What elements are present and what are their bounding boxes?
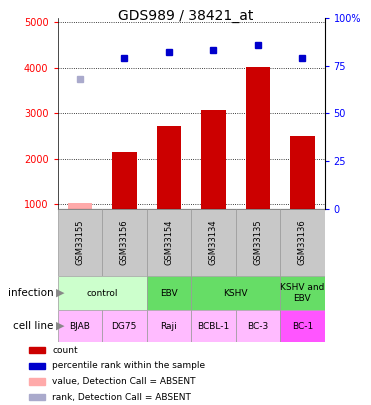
Bar	[236, 310, 280, 342]
Bar	[236, 209, 280, 276]
Text: ▶: ▶	[56, 321, 64, 331]
Bar	[58, 276, 147, 310]
Bar	[29, 378, 45, 385]
Text: GSM33156: GSM33156	[120, 220, 129, 265]
Text: value, Detection Call = ABSENT: value, Detection Call = ABSENT	[52, 377, 196, 386]
Text: GSM33134: GSM33134	[209, 220, 218, 265]
Bar	[102, 310, 147, 342]
Text: count: count	[52, 345, 78, 354]
Text: control: control	[86, 288, 118, 298]
Bar	[58, 310, 102, 342]
Text: Raji: Raji	[160, 322, 177, 330]
Text: BJAB: BJAB	[69, 322, 90, 330]
Text: GSM33136: GSM33136	[298, 220, 307, 265]
Text: BC-1: BC-1	[292, 322, 313, 330]
Text: rank, Detection Call = ABSENT: rank, Detection Call = ABSENT	[52, 393, 191, 402]
Text: EBV: EBV	[160, 288, 178, 298]
Bar	[280, 310, 325, 342]
Bar	[58, 209, 102, 276]
Bar	[280, 209, 325, 276]
Text: GDS989 / 38421_at: GDS989 / 38421_at	[118, 9, 253, 23]
Bar	[191, 209, 236, 276]
Text: GSM33155: GSM33155	[75, 220, 84, 265]
Text: infection: infection	[8, 288, 54, 298]
Bar	[68, 203, 92, 249]
Bar	[112, 152, 137, 249]
Bar	[147, 209, 191, 276]
Bar	[29, 362, 45, 369]
Bar	[102, 209, 147, 276]
Bar	[147, 276, 191, 310]
Text: GSM33135: GSM33135	[253, 220, 262, 265]
Bar	[191, 310, 236, 342]
Bar	[29, 347, 45, 353]
Bar	[147, 310, 191, 342]
Bar	[157, 126, 181, 249]
Bar	[191, 276, 280, 310]
Text: DG75: DG75	[112, 322, 137, 330]
Text: cell line: cell line	[13, 321, 54, 331]
Text: BC-3: BC-3	[247, 322, 269, 330]
Bar	[29, 394, 45, 400]
Bar	[280, 276, 325, 310]
Text: KSHV and
EBV: KSHV and EBV	[280, 284, 325, 303]
Text: BCBL-1: BCBL-1	[197, 322, 229, 330]
Text: percentile rank within the sample: percentile rank within the sample	[52, 361, 206, 370]
Bar	[290, 136, 315, 249]
Bar	[201, 111, 226, 249]
Bar	[246, 67, 270, 249]
Text: GSM33154: GSM33154	[164, 220, 173, 265]
Text: ▶: ▶	[56, 288, 64, 298]
Text: KSHV: KSHV	[223, 288, 248, 298]
